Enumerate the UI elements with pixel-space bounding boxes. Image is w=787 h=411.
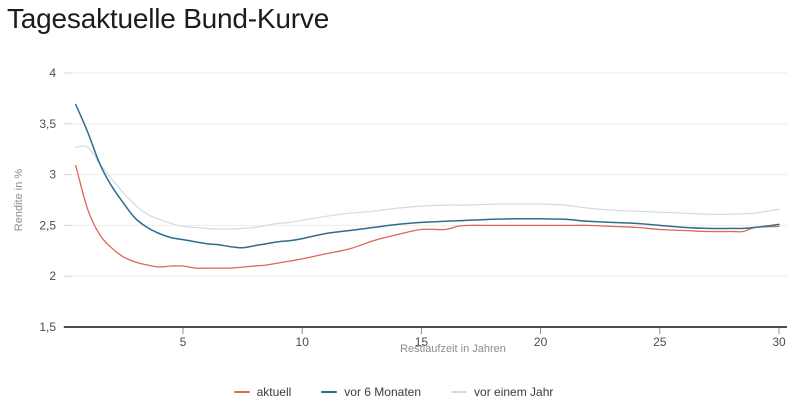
x-tick-label: 15 bbox=[415, 335, 429, 349]
y-tick-label: 4 bbox=[49, 66, 56, 80]
y-tick-label: 3,5 bbox=[39, 117, 56, 131]
legend-swatch-vor-6-monaten bbox=[321, 391, 338, 393]
legend-item-vor-6-monaten[interactable]: vor 6 Monaten bbox=[321, 385, 421, 399]
x-tick-label: 25 bbox=[653, 335, 667, 349]
x-tick-label: 30 bbox=[772, 335, 786, 349]
y-tick-label: 1,5 bbox=[39, 320, 56, 334]
series-line-vor-einem-jahr bbox=[75, 145, 780, 230]
legend-swatch-vor-einem-jahr bbox=[451, 391, 468, 393]
y-tick-label: 2 bbox=[49, 269, 56, 283]
series-line-vor-6-monaten bbox=[74, 103, 780, 249]
y-tick-label: 3 bbox=[49, 168, 56, 182]
x-axis-title: Restlaufzeit in Jahren bbox=[400, 343, 506, 355]
y-axis-title: Rendite in % bbox=[13, 169, 25, 232]
legend-item-vor-einem-jahr[interactable]: vor einem Jahr bbox=[451, 385, 553, 399]
y-tick-label: 2,5 bbox=[39, 218, 56, 232]
series-line-aktuell bbox=[75, 164, 780, 269]
legend: aktuell vor 6 Monaten vor einem Jahr bbox=[0, 381, 787, 403]
legend-label-vor-einem-jahr: vor einem Jahr bbox=[474, 385, 554, 399]
legend-item-aktuell[interactable]: aktuell bbox=[233, 385, 292, 399]
legend-swatch-aktuell bbox=[233, 391, 250, 393]
x-tick-label: 10 bbox=[296, 335, 310, 349]
x-tick-label: 20 bbox=[534, 335, 548, 349]
yield-curve-chart: 4 3,5 3 2,5 2 1,5 5 10 15 20 25 30 Rendite in % Restl… bbox=[13, 66, 787, 355]
legend-label-vor-6-monaten: vor 6 Monaten bbox=[344, 385, 422, 399]
legend-label-aktuell: aktuell bbox=[256, 385, 292, 399]
x-tick-label: 5 bbox=[180, 335, 187, 349]
page-title: Tagesaktuelle Bund-Kurve bbox=[7, 3, 330, 34]
